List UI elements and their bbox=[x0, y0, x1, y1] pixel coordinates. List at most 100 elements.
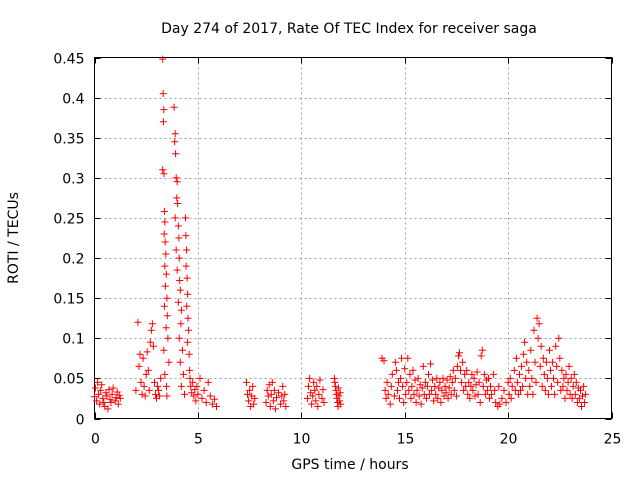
data-point bbox=[458, 378, 466, 386]
data-point bbox=[550, 374, 558, 382]
data-point bbox=[421, 378, 429, 386]
data-point bbox=[164, 334, 172, 342]
data-point bbox=[413, 386, 421, 394]
y-tick-label: 0.3 bbox=[62, 172, 84, 188]
data-point bbox=[115, 391, 123, 399]
data-point bbox=[163, 312, 171, 320]
data-point bbox=[402, 390, 410, 398]
data-point bbox=[481, 390, 489, 398]
data-point bbox=[273, 394, 280, 402]
data-point bbox=[425, 370, 432, 378]
data-point bbox=[491, 386, 499, 394]
data-point bbox=[202, 399, 210, 406]
data-point bbox=[171, 214, 179, 222]
data-point bbox=[572, 378, 580, 386]
data-point bbox=[160, 170, 168, 178]
data-point bbox=[461, 370, 469, 378]
data-point bbox=[540, 370, 548, 378]
data-point bbox=[552, 342, 560, 350]
data-point bbox=[184, 338, 192, 346]
data-point bbox=[177, 382, 185, 390]
data-point bbox=[415, 392, 423, 400]
x-axis-ticks: 0 5 10 15 20 25 bbox=[91, 57, 621, 448]
data-point bbox=[142, 370, 150, 378]
data-point bbox=[139, 354, 147, 362]
data-point bbox=[505, 390, 513, 398]
data-point bbox=[528, 374, 536, 382]
data-point bbox=[532, 378, 540, 386]
data-point bbox=[208, 400, 216, 408]
data-point bbox=[536, 362, 544, 370]
data-point bbox=[160, 302, 168, 310]
data-point bbox=[508, 382, 516, 390]
data-point bbox=[441, 382, 449, 390]
x-tick-label: 10 bbox=[293, 432, 311, 448]
data-point bbox=[271, 405, 279, 413]
data-point bbox=[401, 365, 409, 373]
data-point bbox=[320, 399, 328, 406]
x-tick-label: 15 bbox=[397, 432, 415, 448]
data-point bbox=[204, 378, 212, 386]
data-point bbox=[175, 234, 183, 242]
data-point bbox=[183, 274, 191, 282]
y-tick-label: 0.35 bbox=[53, 132, 84, 148]
data-point bbox=[581, 399, 589, 406]
data-point bbox=[396, 394, 403, 402]
data-point bbox=[102, 389, 110, 397]
data-point bbox=[391, 358, 399, 366]
data-point bbox=[442, 389, 450, 397]
data-point bbox=[445, 384, 453, 392]
data-point bbox=[390, 392, 398, 400]
data-point bbox=[143, 348, 151, 356]
data-point bbox=[549, 358, 557, 366]
data-point bbox=[512, 354, 520, 362]
data-point bbox=[531, 358, 539, 366]
data-point bbox=[478, 346, 486, 354]
data-point bbox=[318, 394, 326, 402]
data-point bbox=[443, 376, 451, 384]
data-point bbox=[181, 390, 188, 398]
data-point bbox=[162, 270, 170, 278]
data-point bbox=[464, 390, 472, 398]
data-point bbox=[414, 374, 422, 382]
data-point bbox=[381, 386, 389, 394]
data-point bbox=[419, 362, 427, 370]
data-point bbox=[105, 386, 113, 394]
data-point bbox=[551, 390, 559, 398]
data-point bbox=[546, 346, 553, 354]
data-point bbox=[144, 366, 152, 374]
data-point bbox=[527, 346, 535, 354]
data-point bbox=[535, 320, 543, 328]
data-point bbox=[161, 218, 169, 226]
data-point bbox=[312, 397, 320, 405]
data-point bbox=[134, 318, 142, 326]
data-point bbox=[571, 390, 579, 398]
data-point bbox=[444, 394, 452, 402]
data-point bbox=[450, 386, 458, 394]
y-tick-label: 0 bbox=[76, 413, 85, 429]
data-point bbox=[405, 386, 413, 394]
data-point bbox=[331, 382, 339, 390]
data-point bbox=[410, 390, 418, 398]
data-point bbox=[148, 320, 156, 328]
data-point bbox=[194, 390, 202, 398]
data-point bbox=[452, 392, 460, 400]
data-point bbox=[175, 254, 183, 262]
x-tick-label: 0 bbox=[91, 432, 100, 448]
data-point bbox=[404, 354, 412, 362]
data-point bbox=[335, 384, 342, 392]
data-point bbox=[506, 374, 514, 382]
grid bbox=[94, 57, 612, 419]
data-point bbox=[163, 294, 171, 302]
data-point bbox=[98, 381, 106, 389]
data-point bbox=[319, 386, 327, 394]
data-point bbox=[427, 360, 435, 368]
data-point bbox=[185, 350, 193, 358]
data-point bbox=[185, 326, 193, 334]
data-point bbox=[559, 382, 567, 390]
data-point bbox=[428, 386, 436, 394]
y-tick-label: 0.05 bbox=[53, 372, 84, 388]
data-point bbox=[407, 394, 415, 402]
y-tick-label: 0.2 bbox=[62, 252, 84, 268]
data-point bbox=[544, 390, 552, 398]
